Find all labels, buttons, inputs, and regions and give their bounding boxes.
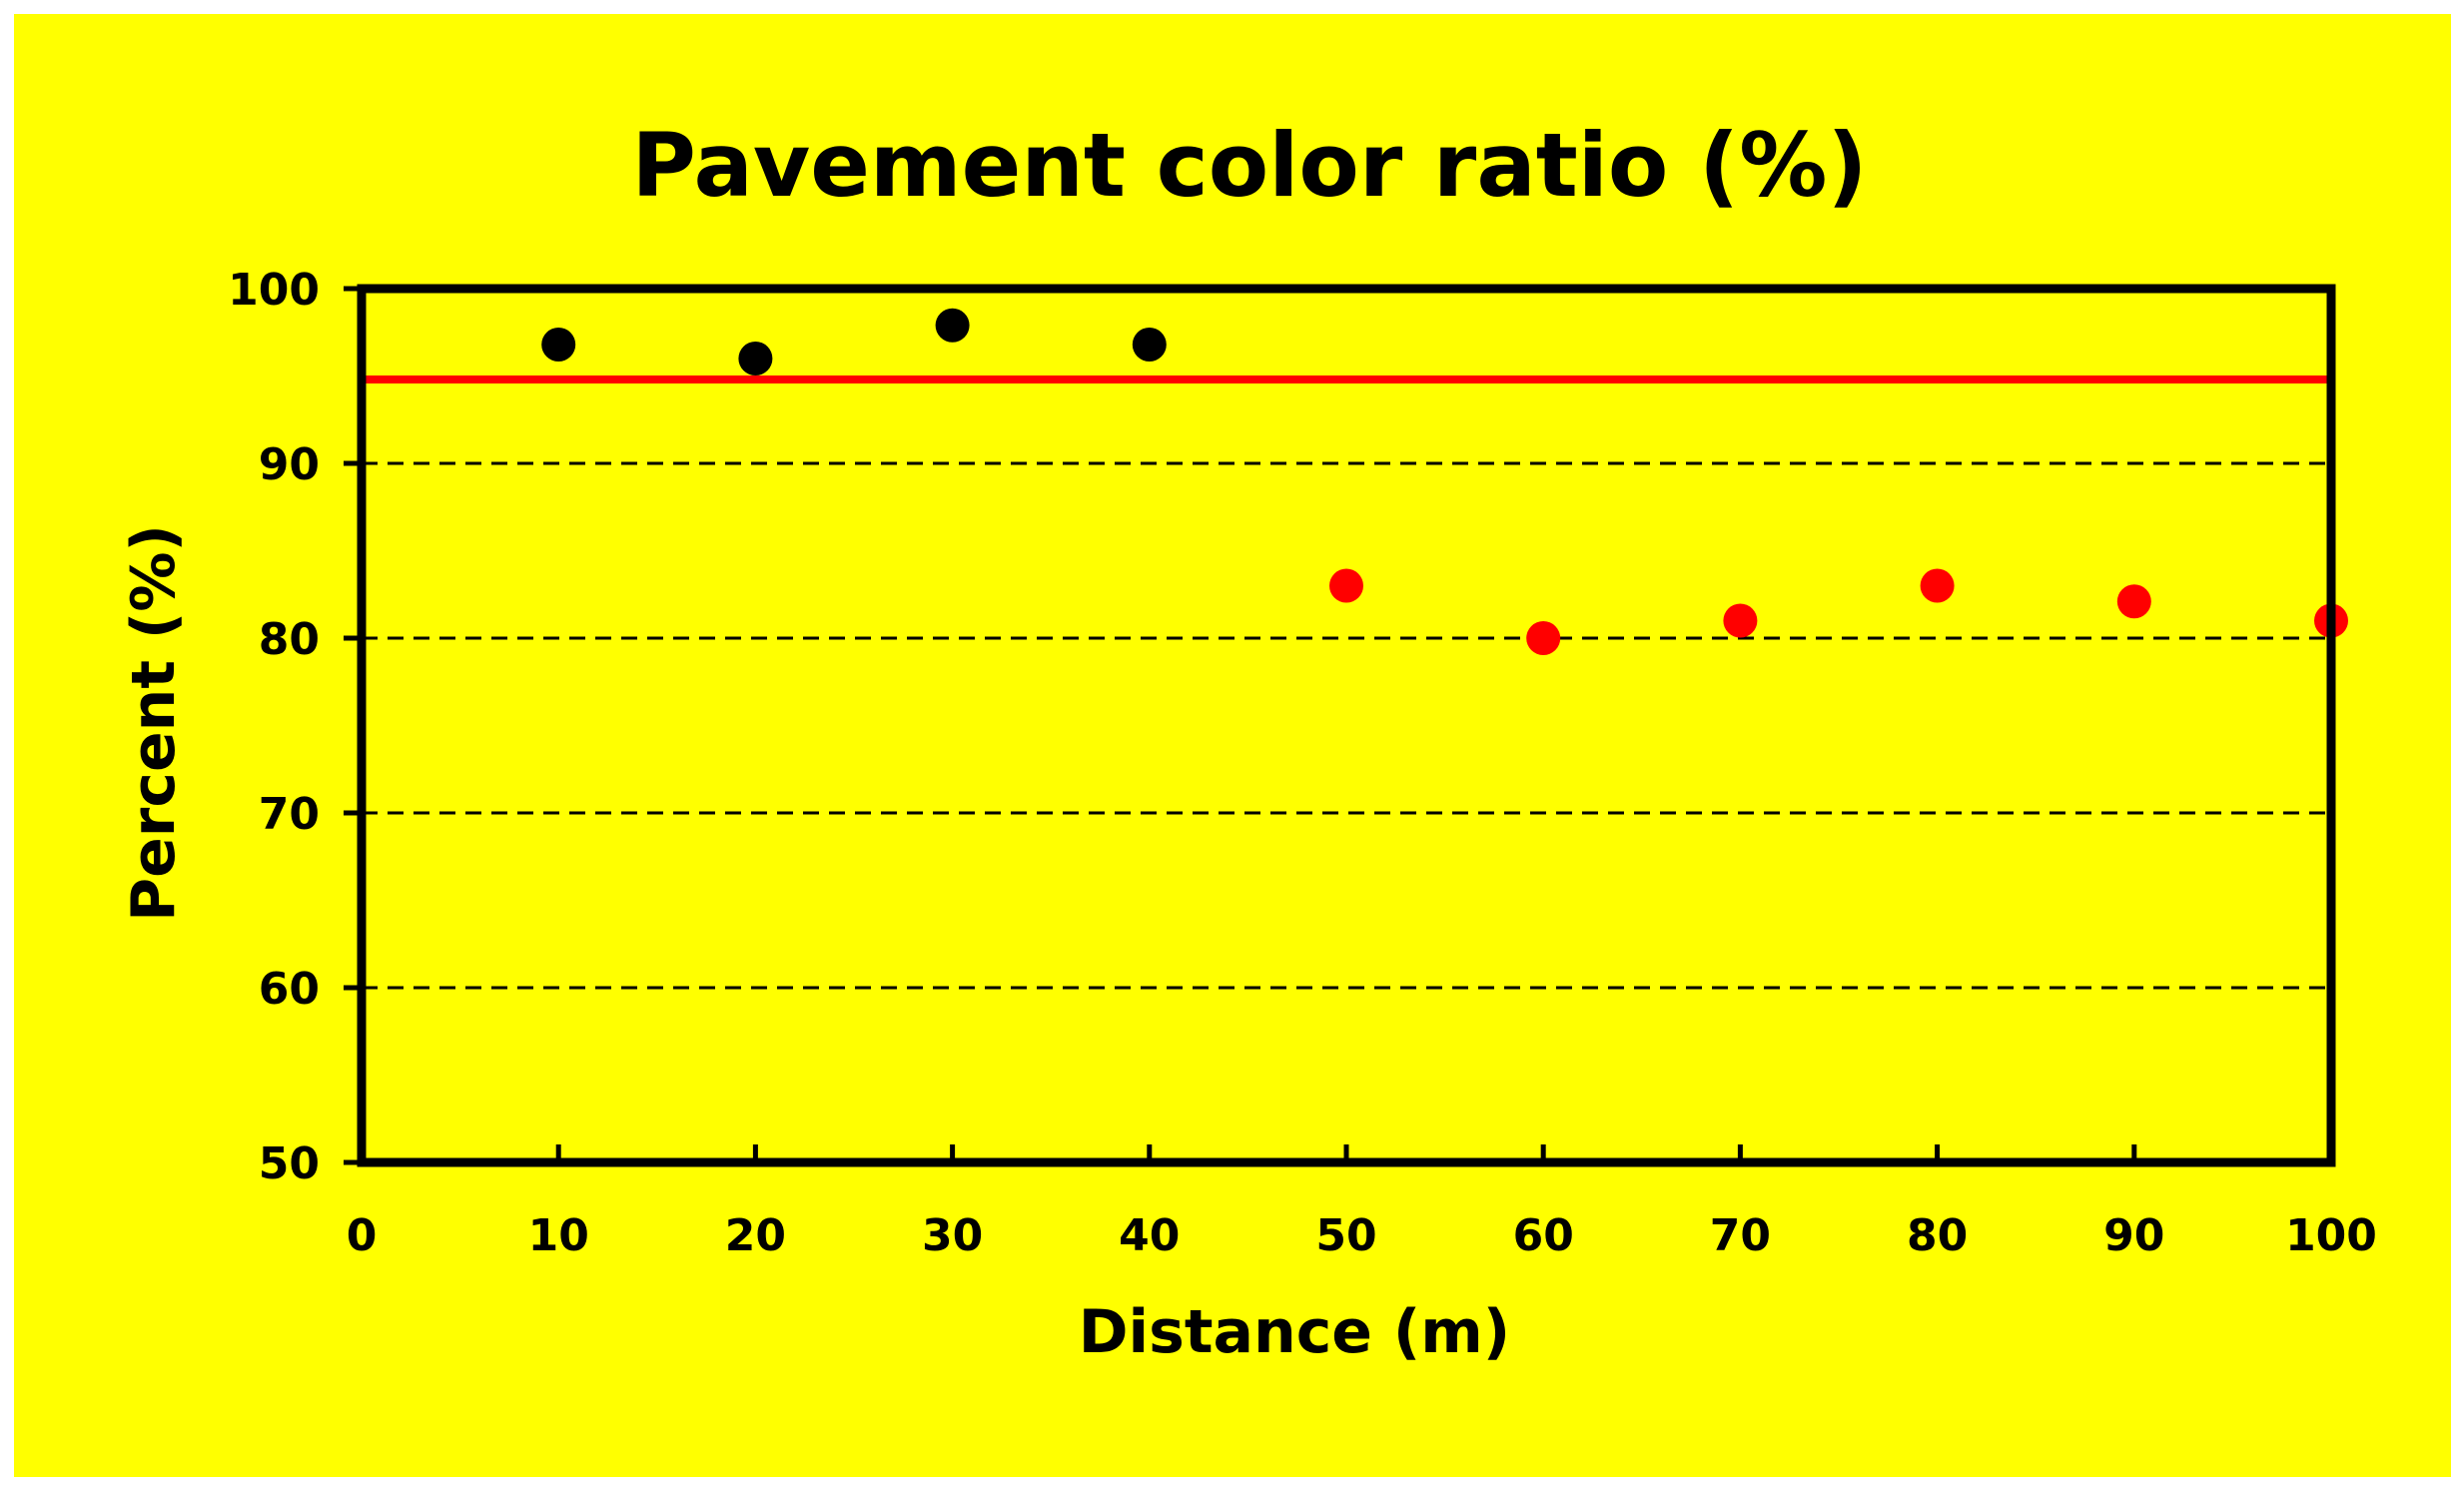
data-point: [541, 328, 576, 362]
data-point: [2116, 584, 2151, 619]
x-tick-label: 80: [1907, 1210, 1968, 1261]
data-point: [738, 342, 773, 375]
x-tick-label: 60: [1513, 1210, 1574, 1261]
data-points: [541, 308, 2348, 655]
x-axis-ticks: 0 10 20 30 40 50 60 70 80 90 100: [347, 1144, 2377, 1261]
grid-lines: [362, 461, 2331, 990]
data-point: [1723, 603, 1758, 638]
y-tick-label: 80: [259, 614, 320, 665]
data-point: [1132, 328, 1167, 362]
y-tick-label: 60: [259, 964, 320, 1015]
x-tick-label: 10: [528, 1210, 589, 1261]
data-point: [935, 308, 970, 343]
x-tick-label: 90: [2103, 1210, 2164, 1261]
x-tick-label: 50: [1315, 1210, 1376, 1261]
y-tick-label: 100: [228, 265, 320, 316]
chart-title: Pavement color ratio (%): [631, 114, 1867, 217]
y-tick-label: 50: [259, 1138, 320, 1189]
scatter-chart: Pavement color ratio (%) 0 10 20 30 40 50 60 70…: [119, 114, 2377, 1367]
y-tick-label: 90: [259, 439, 320, 490]
x-tick-label: 20: [725, 1210, 786, 1261]
x-tick-label: 100: [2285, 1210, 2377, 1261]
x-tick-label: 40: [1119, 1210, 1180, 1261]
plot-frame: [357, 284, 2336, 1167]
data-point: [1329, 568, 1363, 603]
x-tick-label: 0: [347, 1210, 378, 1261]
y-axis-ticks: 50 60 70 80 90 100: [228, 265, 362, 1189]
y-tick-label: 70: [259, 789, 320, 840]
x-tick-label: 30: [922, 1210, 983, 1261]
x-tick-label: 70: [1710, 1210, 1771, 1261]
y-axis-label: Percent (%): [119, 524, 189, 922]
x-axis-label: Distance (m): [1079, 1297, 1510, 1367]
chart-panel: Pavement color ratio (%) 0 10 20 30 40 50 60 70…: [14, 14, 2451, 1477]
data-point: [1920, 568, 1955, 603]
data-point: [1526, 621, 1561, 655]
